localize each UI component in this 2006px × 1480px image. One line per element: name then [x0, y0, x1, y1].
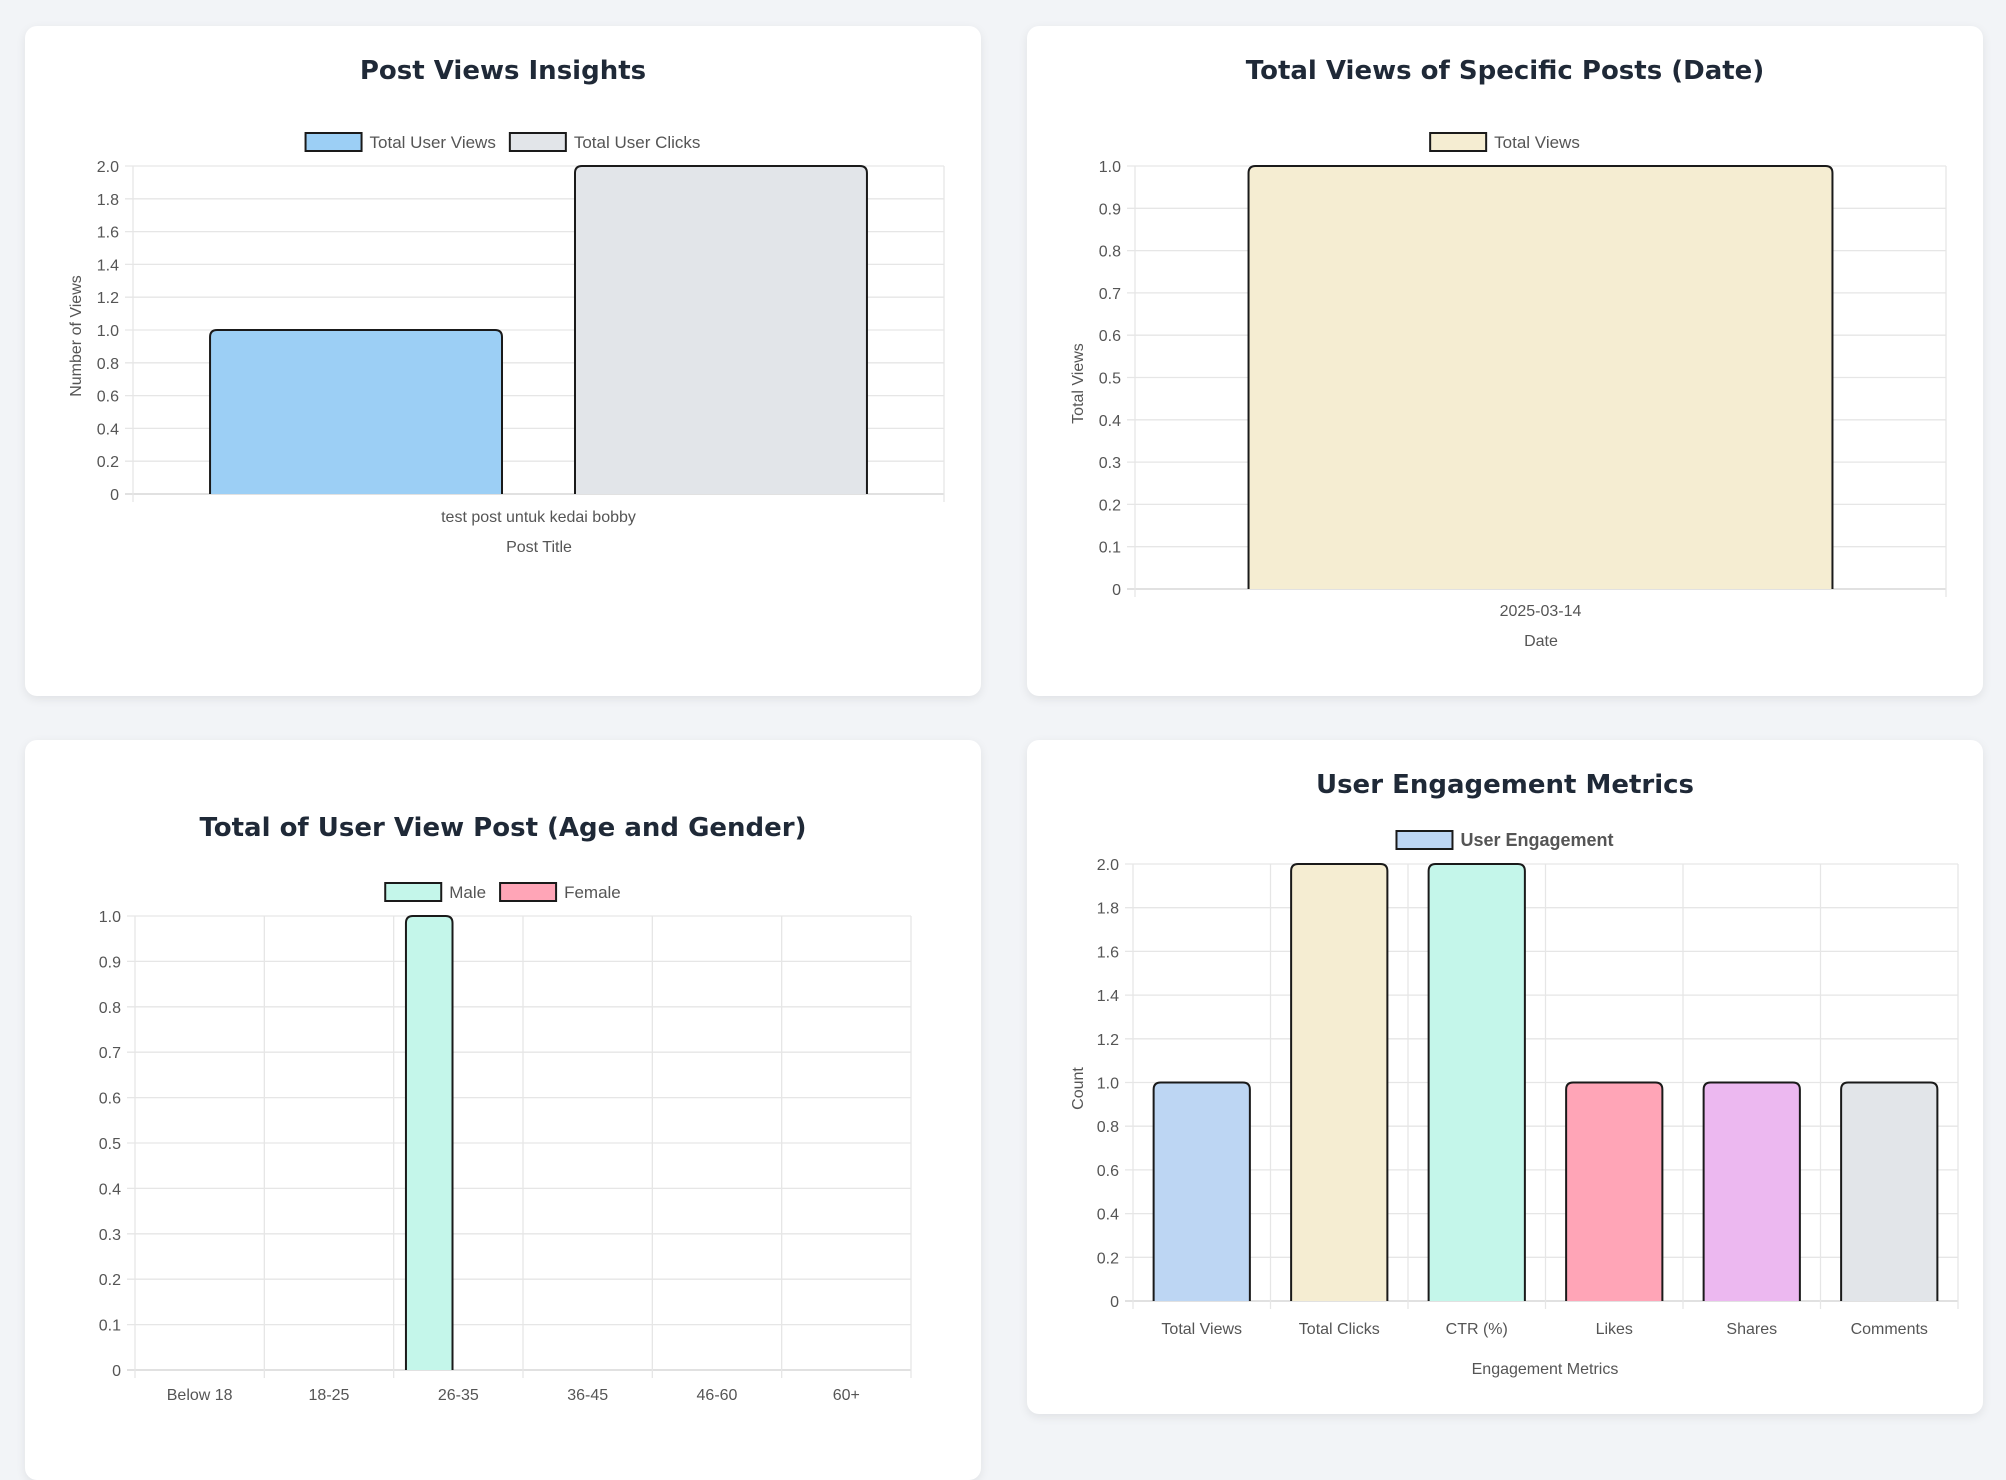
legend-swatch	[508, 132, 567, 152]
y-tick-label: 0.7	[99, 1045, 121, 1062]
bar	[1702, 1081, 1801, 1301]
post-views-insights-chart: Post Views Insights 0 0.2 0.4 0.6 0.8 1.0 1.2 1.…	[68, 56, 945, 556]
chart-title: Total of User View Post (Age and Gender)	[199, 813, 806, 843]
y-tick-label: 2.0	[97, 159, 119, 176]
y-tick-label: 0.4	[1099, 413, 1121, 430]
y-tick-label: 0.8	[97, 356, 119, 373]
y-tick-label: 0.2	[1097, 1250, 1119, 1267]
y-tick-label: 1.2	[1097, 1032, 1119, 1049]
legend-swatch	[1395, 830, 1454, 850]
y-tick-label: 0.9	[1099, 201, 1121, 218]
y-tick-label: 0.6	[1099, 328, 1121, 345]
x-tick-label: Below 18	[167, 1387, 233, 1404]
legend-label: User Engagement	[1460, 830, 1613, 850]
x-tick-label: 18-25	[309, 1387, 350, 1404]
y-tick-label: 0.2	[99, 1272, 121, 1289]
y-tick-label: 0.3	[1099, 455, 1121, 472]
x-tick-label: CTR (%)	[1446, 1321, 1508, 1338]
chart-title: Total Views of Specific Posts (Date)	[1246, 56, 1764, 86]
legend-swatch	[304, 132, 363, 152]
x-tick-label: 36-45	[567, 1387, 608, 1404]
bar	[1247, 165, 1834, 589]
y-tick-label: 1.2	[97, 290, 119, 307]
age-gender-views-chart: Total of User View Post (Age and Gender)…	[99, 813, 912, 1404]
y-tick-label: 1.0	[97, 323, 119, 340]
y-tick-label: 1.0	[99, 909, 121, 926]
x-tick-label: 60+	[833, 1387, 860, 1404]
y-tick-label: 0.3	[99, 1227, 121, 1244]
x-tick-label: Likes	[1596, 1321, 1633, 1338]
user-engagement-chart: User Engagement Metrics 0 0.2 0.4 0.6 0.8 1.0 1…	[1070, 770, 1959, 1378]
y-tick-label: 0.6	[99, 1091, 121, 1108]
chart-title: User Engagement Metrics	[1316, 770, 1694, 800]
legend-swatch	[384, 882, 443, 902]
total-views-by-date-card: Total Views of Specific Posts (Date) 0 0.1…	[1027, 26, 1983, 696]
y-tick-label: 1.8	[97, 192, 119, 209]
y-tick-label: 1.8	[1097, 901, 1119, 918]
y-tick-label: 0.2	[1099, 497, 1121, 514]
x-axis-title: Date	[1524, 633, 1558, 650]
legend-label: Female	[564, 883, 621, 902]
legend-label: Total User Clicks	[574, 133, 701, 152]
y-tick-label: 0.5	[1099, 371, 1121, 388]
bar	[404, 915, 454, 1370]
y-tick-label: 0.4	[99, 1181, 121, 1198]
y-tick-label: 1.6	[1097, 944, 1119, 961]
y-tick-label: 2.0	[1097, 857, 1119, 874]
bar	[1152, 1081, 1251, 1301]
y-axis-title: Total Views	[1070, 343, 1087, 424]
total-views-by-date-chart: Total Views of Specific Posts (Date) 0 0.1…	[1070, 56, 1947, 650]
y-axis-title: Count	[1070, 1067, 1087, 1110]
chart-title: Post Views Insights	[360, 56, 646, 86]
y-tick-label: 0.8	[1097, 1119, 1119, 1136]
y-tick-label: 0.8	[1099, 244, 1121, 261]
x-tick-label: 46-60	[697, 1387, 738, 1404]
y-tick-label: 1.4	[1097, 988, 1119, 1005]
age-gender-views-card: Total of User View Post (Age and Gender)…	[25, 740, 981, 1480]
legend-label: Total User Views	[370, 133, 496, 152]
y-tick-label: 0.5	[99, 1136, 121, 1153]
x-axis-title: Engagement Metrics	[1472, 1361, 1619, 1378]
y-tick-label: 0.9	[99, 954, 121, 971]
y-tick-label: 0	[1110, 1294, 1119, 1311]
y-tick-label: 1.0	[1097, 1076, 1119, 1093]
legend-swatch	[499, 882, 558, 902]
bar	[1290, 863, 1389, 1301]
post-views-insights-card: Post Views Insights 0 0.2 0.4 0.6 0.8 1.0 1.2 1.…	[25, 26, 981, 696]
y-tick-label: 0.8	[99, 1000, 121, 1017]
y-tick-label: 0.6	[97, 389, 119, 406]
legend-label: Total Views	[1494, 133, 1580, 152]
y-axis-title: Number of Views	[68, 275, 85, 397]
x-axis-title: Post Title	[506, 539, 572, 556]
x-tick-label: test post untuk kedai bobby	[441, 509, 636, 526]
legend-swatch	[1429, 132, 1488, 152]
y-tick-label: 0	[1112, 582, 1121, 599]
x-tick-label: Total Clicks	[1299, 1321, 1380, 1338]
y-tick-label: 0.6	[1097, 1163, 1119, 1180]
y-tick-label: 0	[112, 1363, 121, 1380]
y-tick-label: 0.7	[1099, 286, 1121, 303]
y-tick-label: 1.6	[97, 225, 119, 242]
x-tick-label: Comments	[1851, 1321, 1928, 1338]
x-tick-label: 2025-03-14	[1500, 603, 1582, 620]
legend-label: Male	[449, 883, 486, 902]
y-tick-label: 1.4	[97, 257, 119, 274]
bar	[209, 329, 504, 494]
bar	[1565, 1081, 1664, 1301]
y-tick-label: 0.2	[97, 454, 119, 471]
bar	[1427, 863, 1526, 1301]
x-tick-label: 26-35	[438, 1387, 479, 1404]
y-tick-label: 0.4	[97, 421, 119, 438]
bar	[1840, 1081, 1939, 1301]
user-engagement-card: User Engagement Metrics 0 0.2 0.4 0.6 0.8 1.0 1…	[1027, 740, 1983, 1414]
y-tick-label: 0	[110, 487, 119, 504]
y-tick-label: 0.1	[1099, 540, 1121, 557]
y-tick-label: 0.1	[99, 1318, 121, 1335]
y-tick-label: 1.0	[1099, 159, 1121, 176]
bar	[573, 165, 868, 494]
x-tick-label: Shares	[1726, 1321, 1777, 1338]
x-tick-label: Total Views	[1161, 1321, 1242, 1338]
y-tick-label: 0.4	[1097, 1207, 1119, 1224]
